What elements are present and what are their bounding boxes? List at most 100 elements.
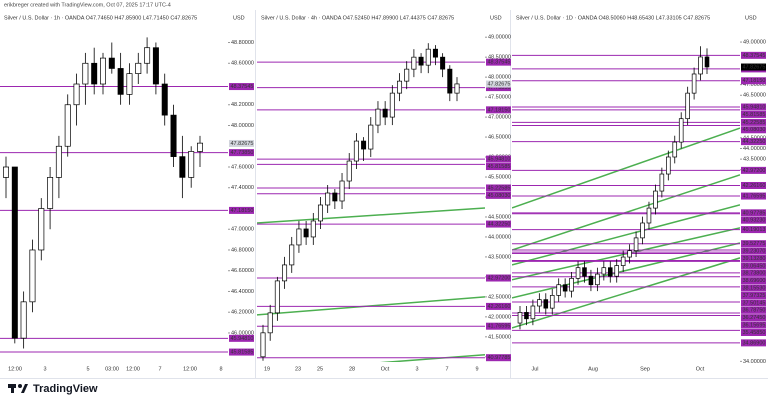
- level-label: 45.22585: [488, 185, 511, 191]
- candle-body: [368, 124, 374, 150]
- level-label-box: [741, 277, 766, 285]
- candle-body: [556, 284, 561, 296]
- candle-body: [588, 275, 594, 286]
- y-tick-label: 47.00000: [488, 115, 511, 121]
- candle-body: [47, 177, 54, 209]
- candle-body: [633, 237, 639, 252]
- chart-panel: Silver / U.S. Dollar · 4h · OANDA O47.52…: [257, 15, 511, 372]
- candle-body: [375, 108, 381, 126]
- candle-body: [29, 249, 36, 303]
- candle-body: [698, 56, 703, 75]
- level-label-box: [486, 106, 511, 114]
- candle-body: [447, 68, 453, 94]
- level-label-box: [486, 302, 511, 310]
- x-tick-label: 25: [317, 366, 323, 372]
- candle-body: [20, 301, 27, 339]
- level-label-box: [741, 216, 766, 224]
- y-tick-label: 34.00000: [743, 359, 766, 365]
- last-price-box: [229, 139, 254, 147]
- candle-body: [569, 277, 574, 292]
- level-label: 45.08030: [743, 127, 766, 133]
- candle-body: [289, 244, 295, 266]
- y-tick-label: 48.00000: [231, 123, 254, 129]
- candle-body: [353, 140, 359, 162]
- level-label: 40.19013: [743, 227, 766, 233]
- candle-body: [260, 332, 266, 358]
- candle-body: [64, 104, 71, 147]
- level-label: 39.23070: [743, 249, 766, 255]
- y-tick-label: 46.40000: [231, 289, 254, 295]
- caption: erikbreger created with TradingView.com,…: [4, 2, 171, 8]
- trendline: [512, 204, 740, 266]
- candle-body: [537, 299, 542, 307]
- last-price-label: 47.82675: [231, 141, 254, 147]
- candle-body: [691, 73, 697, 94]
- x-tick-label: 03:00: [105, 366, 119, 372]
- level-label: 45.94810: [488, 157, 511, 163]
- y-tick-label: 46.20000: [231, 310, 254, 316]
- candle-body: [11, 166, 18, 339]
- level-label-box: [741, 181, 766, 189]
- candle-body: [627, 250, 632, 258]
- axis-unit: USD: [490, 15, 502, 21]
- candle-body: [274, 280, 280, 314]
- candle-body: [310, 220, 316, 238]
- level-label: 47.18150: [231, 208, 254, 214]
- level-label-box: [741, 269, 766, 277]
- level-label-box: [741, 118, 766, 126]
- chart-panel: Silver / U.S. Dollar · 1D · OANDA O48.50…: [512, 15, 766, 372]
- y-tick-label: 47.00000: [231, 227, 254, 233]
- y-tick-label: 46.50000: [488, 135, 511, 141]
- level-label-box: [229, 149, 254, 157]
- candle-body: [161, 83, 168, 116]
- candle-body: [418, 56, 424, 66]
- level-label: 45.94810: [231, 336, 254, 342]
- y-tick-label: 48.50000: [488, 55, 511, 61]
- candle-body: [562, 284, 568, 292]
- candle-body: [601, 267, 607, 275]
- panel-title: Silver / U.S. Dollar · 4h · OANDA O47.52…: [261, 15, 454, 21]
- level-label-box: [741, 291, 766, 299]
- level-label-box: [229, 348, 254, 356]
- candle-body: [411, 56, 417, 70]
- level-label-box: [229, 83, 254, 91]
- level-label-box: [486, 163, 511, 171]
- level-label-box: [741, 314, 766, 322]
- x-tick-label: 28: [349, 366, 355, 372]
- candle-body: [170, 114, 177, 157]
- level-label: 40.97785: [743, 210, 766, 216]
- candle-body: [144, 47, 151, 64]
- plot-area: [512, 46, 740, 344]
- level-label: 45.81585: [743, 112, 766, 118]
- candle-body: [672, 141, 678, 158]
- y-tick-label: 46.60000: [231, 268, 254, 274]
- candle-body: [614, 265, 620, 277]
- candle-body: [549, 295, 555, 309]
- level-label-box: [486, 155, 511, 163]
- level-label: 48.37545: [231, 84, 254, 90]
- level-label-box: [486, 58, 511, 66]
- level-label: 47.18150: [488, 107, 511, 113]
- candle-body: [404, 68, 410, 82]
- candle-body: [361, 140, 367, 150]
- x-tick-label: 5: [86, 366, 89, 372]
- level-label: 40.97785: [488, 355, 511, 361]
- candle-body: [55, 145, 62, 178]
- y-tick-label: 46.00000: [231, 330, 254, 336]
- level-label: 35.45850: [743, 330, 766, 336]
- x-tick-label: Jul: [531, 366, 538, 372]
- level-label: 39.52775: [743, 241, 766, 247]
- candle-body: [389, 92, 395, 118]
- level-label-box: [486, 191, 511, 199]
- level-label: 40.93230: [743, 218, 766, 224]
- x-tick-label: Sep: [640, 366, 650, 372]
- brand-name: TradingView: [33, 383, 98, 395]
- candle-body: [666, 156, 671, 175]
- y-tick-label: 44.50000: [488, 214, 511, 220]
- level-label-box: [741, 110, 766, 118]
- level-label: 42.97200: [743, 168, 766, 174]
- candle-body: [117, 68, 124, 95]
- candle-body: [3, 166, 9, 178]
